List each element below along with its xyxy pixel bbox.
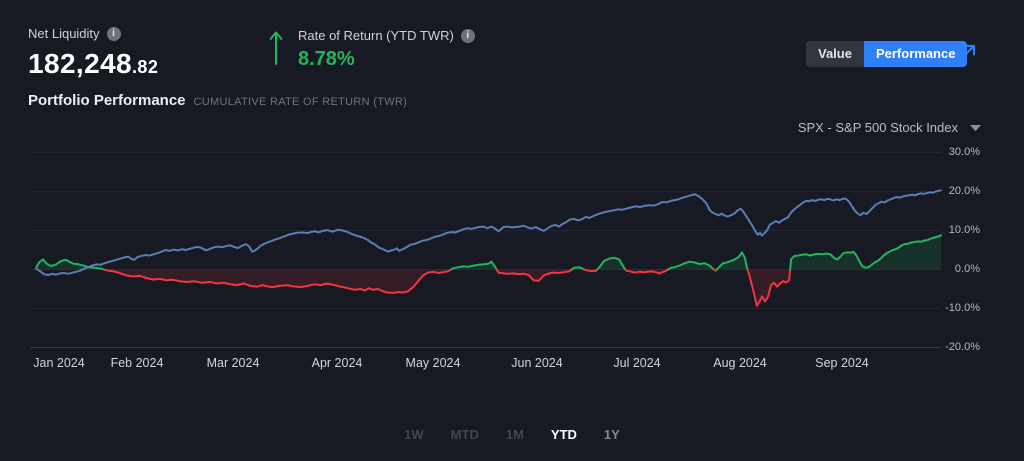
net-liquidity-metric: Net Liquidity i 182,248.82 <box>28 26 158 80</box>
rate-of-return-value: 8.78% <box>298 48 355 70</box>
info-icon[interactable]: i <box>106 26 121 41</box>
y-tick-label: -10.0% <box>945 301 980 314</box>
y-tick-label: 20.0% <box>948 184 980 197</box>
range-button-1w[interactable]: 1W <box>404 427 424 442</box>
page-title: Portfolio Performance <box>28 92 186 109</box>
benchmark-selector[interactable]: SPX - S&P 500 Stock Index <box>798 120 982 135</box>
x-tick-label: Apr 2024 <box>311 356 363 370</box>
caret-down-icon <box>970 124 981 131</box>
benchmark-selected-label: SPX - S&P 500 Stock Index <box>797 120 958 135</box>
x-tick-label: Feb 2024 <box>110 356 164 370</box>
rate-of-return-metric: Rate of Return (YTD TWR) i 8.78% <box>268 28 475 71</box>
y-tick-label: 30.0% <box>948 145 980 158</box>
section-header: Portfolio Performance CUMULATIVE RATE OF… <box>28 92 407 109</box>
rate-of-return-label: Rate of Return (YTD TWR) <box>298 28 454 43</box>
net-liquidity-value: 182,248.82 <box>28 48 159 79</box>
y-tick-label: 10.0% <box>948 223 980 236</box>
x-tick-label: Sep 2024 <box>815 356 869 370</box>
range-button-mtd[interactable]: MTD <box>450 427 479 442</box>
info-icon[interactable]: i <box>460 28 475 43</box>
range-button-ytd[interactable]: YTD <box>550 427 577 442</box>
x-tick-label: May 2024 <box>405 356 461 370</box>
arrow-up-right-icon[interactable] <box>958 42 978 62</box>
up-arrow-icon <box>269 31 283 65</box>
performance-toggle-button[interactable]: Performance <box>863 41 968 67</box>
x-tick-label: Aug 2024 <box>713 356 767 370</box>
range-button-1y[interactable]: 1Y <box>603 427 620 442</box>
x-tick-label: Jun 2024 <box>511 356 563 370</box>
page-subtitle: CUMULATIVE RATE OF RETURN (TWR) <box>193 96 408 108</box>
y-tick-label: 0.0% <box>954 262 980 275</box>
value-toggle-button[interactable]: Value <box>806 41 864 67</box>
y-tick-label: -20.0% <box>945 340 980 353</box>
x-tick-label: Jul 2024 <box>613 356 661 370</box>
view-toggle: Value Performance <box>806 41 968 67</box>
x-tick-label: Mar 2024 <box>206 356 260 370</box>
range-button-1m[interactable]: 1M <box>505 427 524 442</box>
range-button-row: 1W MTD 1M YTD 1Y <box>0 428 1024 441</box>
net-liquidity-label: Net Liquidity <box>28 26 100 41</box>
x-tick-label: Jan 2024 <box>33 356 85 370</box>
